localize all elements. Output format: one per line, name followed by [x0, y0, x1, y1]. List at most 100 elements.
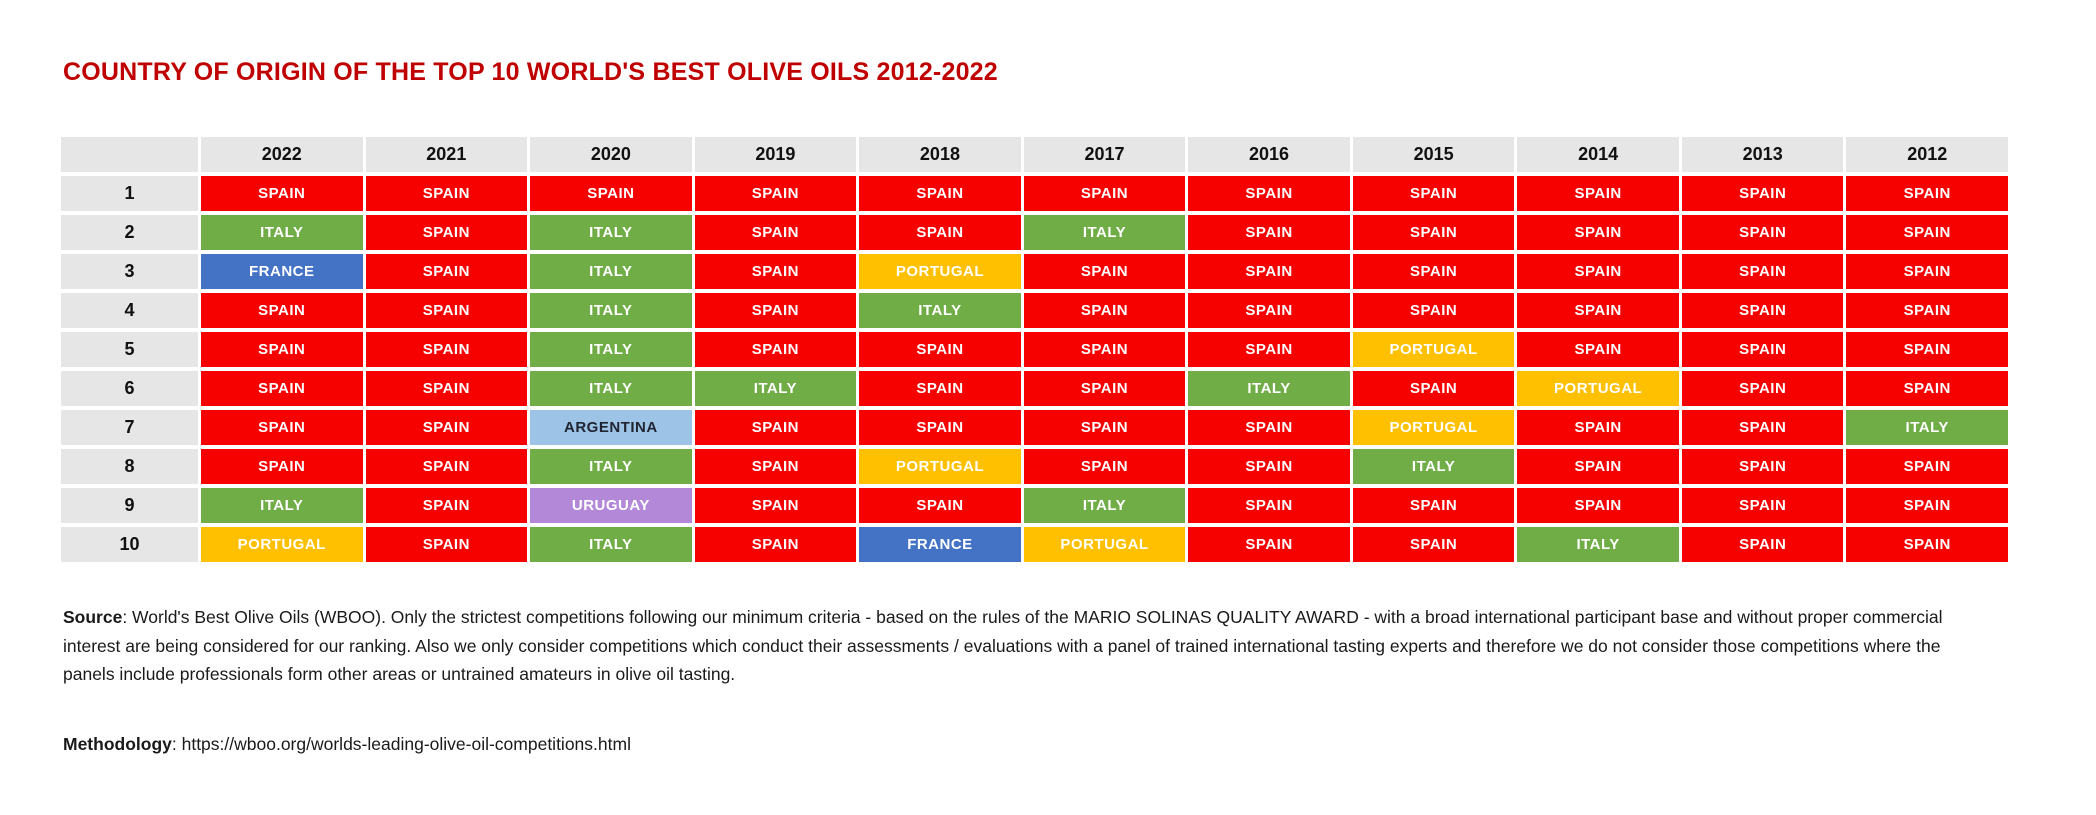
- page-title: COUNTRY OF ORIGIN OF THE TOP 10 WORLD'S …: [63, 58, 998, 86]
- year-header-2020: 2020: [530, 137, 692, 172]
- country-cell-2021-rank2: SPAIN: [365, 215, 528, 250]
- country-cell-2014-rank1: SPAIN: [1517, 176, 1679, 211]
- country-cell-2018-rank6: SPAIN: [859, 371, 1021, 406]
- source-note: Source: World's Best Olive Oils (WBOO). …: [63, 603, 1988, 689]
- country-cell-2021-rank7: SPAIN: [365, 410, 528, 445]
- country-cell-2014-rank4: SPAIN: [1517, 293, 1679, 328]
- country-cell-2022-rank1: SPAIN: [201, 176, 363, 211]
- country-cell-2022-rank8: SPAIN: [201, 449, 363, 484]
- country-cell-2018-rank4: ITALY: [859, 293, 1021, 328]
- country-cell-2012-rank8: SPAIN: [1846, 449, 2008, 484]
- country-cell-2022-rank2: ITALY: [201, 215, 363, 250]
- country-cell-2017-rank6: SPAIN: [1023, 371, 1186, 406]
- rankings-table: 2022 2021 2020 2019 2018 2017 2016 2015 2014 2013…: [61, 137, 2008, 562]
- country-cell-2021-rank10: SPAIN: [365, 527, 528, 562]
- country-cell-2017-rank7: SPAIN: [1023, 410, 1186, 445]
- country-cell-2021-rank1: SPAIN: [365, 176, 528, 211]
- country-cell-2019-rank2: SPAIN: [694, 215, 857, 250]
- methodology-label: Methodology: [63, 734, 172, 754]
- country-cell-2020-rank6: ITALY: [530, 371, 692, 406]
- country-cell-2012-rank1: SPAIN: [1846, 176, 2008, 211]
- country-cell-2013-rank3: SPAIN: [1681, 254, 1844, 289]
- country-cell-2016-rank9: SPAIN: [1188, 488, 1350, 523]
- country-cell-2013-rank1: SPAIN: [1681, 176, 1844, 211]
- country-cell-2020-rank5: ITALY: [530, 332, 692, 367]
- country-cell-2018-rank10: FRANCE: [859, 527, 1021, 562]
- country-cell-2022-rank9: ITALY: [201, 488, 363, 523]
- country-cell-2016-rank7: SPAIN: [1188, 410, 1350, 445]
- year-header-2019: 2019: [694, 137, 857, 172]
- year-header-2017: 2017: [1023, 137, 1186, 172]
- country-cell-2017-rank10: PORTUGAL: [1023, 527, 1186, 562]
- country-cell-2021-rank8: SPAIN: [365, 449, 528, 484]
- country-cell-2021-rank3: SPAIN: [365, 254, 528, 289]
- country-cell-2019-rank5: SPAIN: [694, 332, 857, 367]
- country-cell-2019-rank6: ITALY: [694, 371, 857, 406]
- country-cell-2020-rank7: ARGENTINA: [530, 410, 692, 445]
- country-cell-2014-rank7: SPAIN: [1517, 410, 1679, 445]
- country-cell-2015-rank8: ITALY: [1352, 449, 1515, 484]
- country-cell-2017-rank4: SPAIN: [1023, 293, 1186, 328]
- rank-cell-8: 8: [61, 449, 198, 484]
- rank-column-header: [61, 137, 198, 172]
- country-cell-2022-rank4: SPAIN: [201, 293, 363, 328]
- country-cell-2017-rank2: ITALY: [1023, 215, 1186, 250]
- country-cell-2014-rank2: SPAIN: [1517, 215, 1679, 250]
- country-cell-2016-rank1: SPAIN: [1188, 176, 1350, 211]
- country-cell-2012-rank5: SPAIN: [1846, 332, 2008, 367]
- country-cell-2019-rank8: SPAIN: [694, 449, 857, 484]
- country-cell-2018-rank8: PORTUGAL: [859, 449, 1021, 484]
- country-cell-2016-rank8: SPAIN: [1188, 449, 1350, 484]
- country-cell-2012-rank7: ITALY: [1846, 410, 2008, 445]
- country-cell-2020-rank1: SPAIN: [530, 176, 692, 211]
- country-cell-2014-rank10: ITALY: [1517, 527, 1679, 562]
- methodology-note: Methodology: https://wboo.org/worlds-lea…: [63, 730, 1988, 759]
- year-header-2018: 2018: [859, 137, 1021, 172]
- country-cell-2016-rank4: SPAIN: [1188, 293, 1350, 328]
- country-cell-2019-rank1: SPAIN: [694, 176, 857, 211]
- rank-cell-10: 10: [61, 527, 198, 562]
- country-cell-2016-rank6: ITALY: [1188, 371, 1350, 406]
- rank-cell-4: 4: [61, 293, 198, 328]
- country-cell-2018-rank7: SPAIN: [859, 410, 1021, 445]
- country-cell-2021-rank5: SPAIN: [365, 332, 528, 367]
- country-cell-2014-rank3: SPAIN: [1517, 254, 1679, 289]
- country-cell-2017-rank1: SPAIN: [1023, 176, 1186, 211]
- year-header-2022: 2022: [201, 137, 363, 172]
- country-cell-2020-rank10: ITALY: [530, 527, 692, 562]
- country-cell-2014-rank8: SPAIN: [1517, 449, 1679, 484]
- country-cell-2017-rank3: SPAIN: [1023, 254, 1186, 289]
- country-cell-2016-rank5: SPAIN: [1188, 332, 1350, 367]
- country-cell-2013-rank6: SPAIN: [1681, 371, 1844, 406]
- year-header-2016: 2016: [1188, 137, 1350, 172]
- country-cell-2018-rank1: SPAIN: [859, 176, 1021, 211]
- country-cell-2021-rank9: SPAIN: [365, 488, 528, 523]
- country-cell-2018-rank5: SPAIN: [859, 332, 1021, 367]
- country-cell-2012-rank10: SPAIN: [1846, 527, 2008, 562]
- year-header-2021: 2021: [365, 137, 528, 172]
- rank-cell-9: 9: [61, 488, 198, 523]
- country-cell-2013-rank4: SPAIN: [1681, 293, 1844, 328]
- country-cell-2020-rank8: ITALY: [530, 449, 692, 484]
- country-cell-2014-rank5: SPAIN: [1517, 332, 1679, 367]
- country-cell-2015-rank2: SPAIN: [1352, 215, 1515, 250]
- country-cell-2015-rank1: SPAIN: [1352, 176, 1515, 211]
- year-header-2012: 2012: [1846, 137, 2008, 172]
- country-cell-2014-rank9: SPAIN: [1517, 488, 1679, 523]
- country-cell-2012-rank4: SPAIN: [1846, 293, 2008, 328]
- country-cell-2013-rank8: SPAIN: [1681, 449, 1844, 484]
- country-cell-2015-rank3: SPAIN: [1352, 254, 1515, 289]
- country-cell-2013-rank9: SPAIN: [1681, 488, 1844, 523]
- country-cell-2020-rank9: URUGUAY: [530, 488, 692, 523]
- country-cell-2016-rank3: SPAIN: [1188, 254, 1350, 289]
- country-cell-2022-rank3: FRANCE: [201, 254, 363, 289]
- country-cell-2022-rank6: SPAIN: [201, 371, 363, 406]
- country-cell-2016-rank10: SPAIN: [1188, 527, 1350, 562]
- country-cell-2020-rank4: ITALY: [530, 293, 692, 328]
- country-cell-2015-rank10: SPAIN: [1352, 527, 1515, 562]
- country-cell-2022-rank5: SPAIN: [201, 332, 363, 367]
- source-label: Source: [63, 607, 123, 627]
- source-text: : World's Best Olive Oils (WBOO). Only t…: [63, 607, 1943, 684]
- country-cell-2012-rank3: SPAIN: [1846, 254, 2008, 289]
